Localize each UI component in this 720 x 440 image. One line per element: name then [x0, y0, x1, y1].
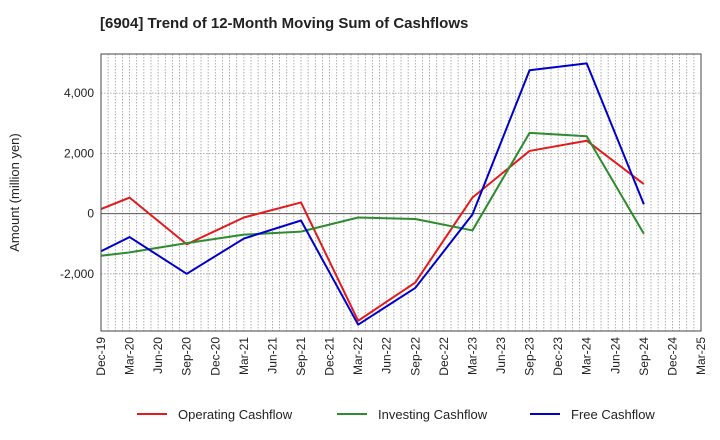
y-tick-label: 2,000 [64, 146, 94, 160]
y-tick-label: -2,000 [60, 267, 94, 281]
x-tick-label: Jun-22 [380, 337, 394, 374]
series-line-operating-cashflow [100, 139, 645, 322]
x-tick-label: Dec-24 [665, 337, 679, 376]
x-tick-label: Mar-23 [465, 337, 479, 375]
legend-label-investing-cashflow: Investing Cashflow [378, 407, 488, 422]
x-tick-label: Jun-21 [265, 337, 279, 374]
x-tick-label: Jun-20 [151, 337, 165, 374]
chart-title: [6904] Trend of 12-Month Moving Sum of C… [100, 15, 469, 32]
x-tick-label: Mar-24 [580, 337, 594, 375]
series-line-free-cashflow [100, 62, 645, 326]
x-tick-label: Dec-21 [323, 337, 337, 376]
x-tick-label: Dec-22 [437, 337, 451, 376]
x-tick-label: Mar-21 [237, 337, 251, 375]
y-tick-label: 0 [87, 207, 94, 221]
legend-label-free-cashflow: Free Cashflow [571, 407, 655, 422]
y-tick-label: 4,000 [64, 86, 94, 100]
x-tick-label: Sep-22 [408, 337, 422, 376]
y-axis-label: Amount (million yen) [7, 133, 22, 252]
x-tick-label: Dec-19 [94, 337, 108, 376]
series-layer [100, 62, 645, 326]
x-tick-label: Sep-20 [180, 337, 194, 376]
x-tick-label: Sep-24 [637, 337, 651, 376]
x-tick-label: Dec-20 [208, 337, 222, 376]
plot-frame [100, 53, 702, 332]
x-tick-label: Sep-23 [523, 337, 537, 376]
x-tick-label: Sep-21 [294, 337, 308, 376]
legend-label-operating-cashflow: Operating Cashflow [178, 407, 293, 422]
x-tick-label: Mar-22 [351, 337, 365, 375]
x-tick-label: Dec-23 [551, 337, 565, 376]
x-tick-label: Jun-23 [494, 337, 508, 374]
y-tick-labels: -2,000 0 2,000 4,000 [60, 86, 94, 281]
x-tick-label: Mar-25 [694, 337, 708, 375]
x-tick-label: Jun-24 [608, 337, 622, 374]
legend: Operating Cashflow Investing Cashflow Free… [137, 407, 655, 422]
x-tick-labels: Dec-19 Mar-20 Jun-20 Sep-20 Dec-20 Mar-21 Jun-… [94, 337, 708, 376]
x-tick-label: Mar-20 [123, 337, 137, 375]
grid-layer [101, 54, 701, 331]
series-line-investing-cashflow [100, 131, 645, 257]
